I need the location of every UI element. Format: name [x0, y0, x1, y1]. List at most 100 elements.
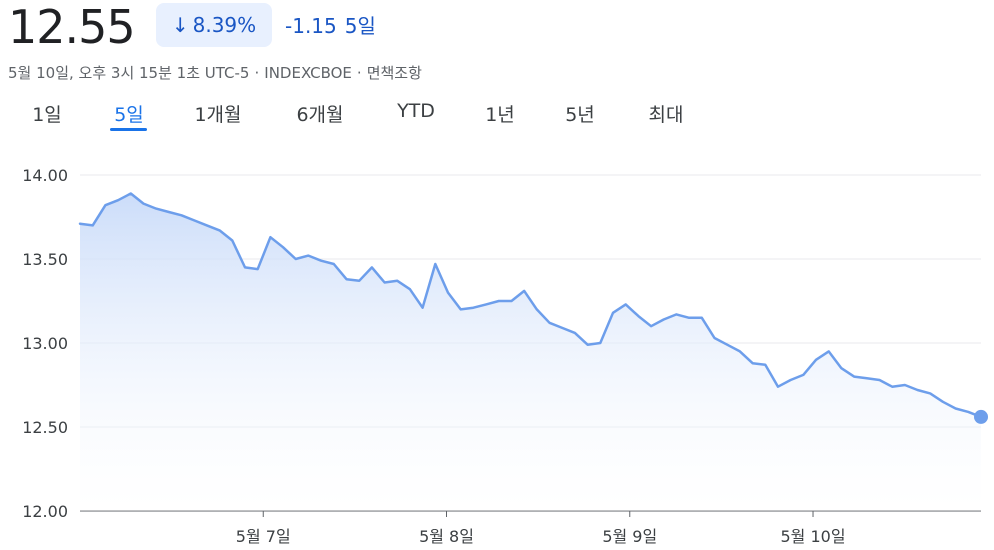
data-point [802, 374, 804, 376]
data-point [79, 223, 81, 225]
y-tick-label: 14.00 [22, 166, 68, 185]
tab-1y[interactable]: 1년 [485, 104, 515, 126]
change-percent: 8.39% [192, 13, 257, 37]
data-point [421, 307, 423, 309]
data-point [840, 367, 842, 369]
data-point [269, 236, 271, 238]
data-point [180, 214, 182, 216]
timestamp: 5월 10일, 오후 3시 15분 1초 UTC-5 [8, 64, 250, 82]
x-tick-label: 5월 8일 [419, 527, 474, 546]
data-point [409, 288, 411, 290]
data-point [193, 219, 195, 221]
data-point [663, 318, 665, 320]
data-point [485, 303, 487, 305]
data-point [142, 202, 144, 204]
price-area-fill [80, 193, 981, 511]
data-point [548, 322, 550, 324]
data-point [447, 291, 449, 293]
change-period: 5일 [344, 14, 376, 38]
arrow-down-icon: ↓ [171, 13, 189, 37]
data-point [878, 379, 880, 381]
data-point [599, 342, 601, 344]
y-tick-label: 12.00 [22, 502, 68, 521]
data-point [434, 263, 436, 265]
tab-5d[interactable]: 5일 [114, 104, 144, 126]
data-point [688, 317, 690, 319]
active-tab-indicator [110, 128, 147, 131]
current-price-marker [974, 409, 988, 424]
data-point [586, 344, 588, 346]
tab-1m[interactable]: 1개월 [194, 104, 242, 126]
data-point [130, 192, 132, 194]
data-point [460, 308, 462, 310]
change-percent-badge: ↓ 8.39% [156, 3, 272, 47]
data-point [675, 313, 677, 315]
data-point [218, 229, 220, 231]
tab-max[interactable]: 최대 [648, 104, 684, 126]
x-tick-label: 5월 9일 [602, 527, 657, 546]
tab-ytd[interactable]: YTD [397, 100, 435, 122]
data-point [155, 207, 157, 209]
x-tick-label: 5월 7일 [236, 527, 291, 546]
y-tick-label: 13.50 [22, 250, 68, 269]
data-point [295, 258, 297, 260]
data-point [168, 211, 170, 213]
data-point [637, 315, 639, 317]
separator: · [356, 64, 362, 82]
data-point [726, 344, 728, 346]
data-point [231, 239, 233, 241]
data-point [713, 337, 715, 339]
data-point [777, 386, 779, 388]
source-label: INDEXCBOE [264, 64, 352, 82]
data-point [358, 280, 360, 282]
data-point [942, 401, 944, 403]
data-point [536, 308, 538, 310]
data-point [117, 199, 119, 201]
price-line [78, 192, 983, 419]
disclaimer-link[interactable]: 면책조항 [366, 64, 422, 82]
data-point [764, 364, 766, 366]
data-point [574, 332, 576, 334]
data-point [967, 411, 969, 413]
data-point [371, 266, 373, 268]
data-point [828, 350, 830, 352]
data-point [891, 386, 893, 388]
data-point [104, 204, 106, 206]
data-point [333, 263, 335, 265]
data-point [244, 266, 246, 268]
data-point [307, 254, 309, 256]
tab-6m[interactable]: 6개월 [296, 104, 344, 126]
change-summary: -1.15 5일 [285, 10, 376, 39]
data-point [612, 312, 614, 314]
data-point [92, 224, 94, 226]
y-tick-label: 13.00 [22, 334, 68, 353]
data-point [257, 268, 259, 270]
data-point [561, 327, 563, 329]
data-point [510, 300, 512, 302]
data-point [472, 307, 474, 309]
quote-metadata: 5월 10일, 오후 3시 15분 1초 UTC-5 · INDEXCBOE · 면책조… [8, 62, 422, 83]
data-point [866, 377, 868, 379]
data-point [916, 389, 918, 391]
data-point [853, 375, 855, 377]
data-point [345, 278, 347, 280]
tab-1d[interactable]: 1일 [32, 104, 62, 126]
data-point [282, 246, 284, 248]
data-point [954, 407, 956, 409]
data-point [523, 290, 525, 292]
data-point [206, 224, 208, 226]
data-point [929, 392, 931, 394]
range-tabs: 1일 5일 1개월 6개월 YTD 1년 5년 최대 [0, 100, 760, 134]
data-point [383, 281, 385, 283]
x-tick-label: 5월 10일 [780, 527, 845, 546]
data-point [904, 384, 906, 386]
tab-5y[interactable]: 5년 [565, 104, 595, 126]
y-tick-label: 12.50 [22, 418, 68, 437]
price-chart[interactable]: 14.00 13.50 13.00 12.50 12.00 5월 7일 5월 8일 5월 9일… [0, 150, 994, 550]
current-price: 12.55 [8, 0, 136, 54]
data-point [498, 300, 500, 302]
data-point [625, 303, 627, 305]
data-point [701, 317, 703, 319]
separator: · [254, 64, 260, 82]
change-absolute: -1.15 [285, 14, 337, 38]
